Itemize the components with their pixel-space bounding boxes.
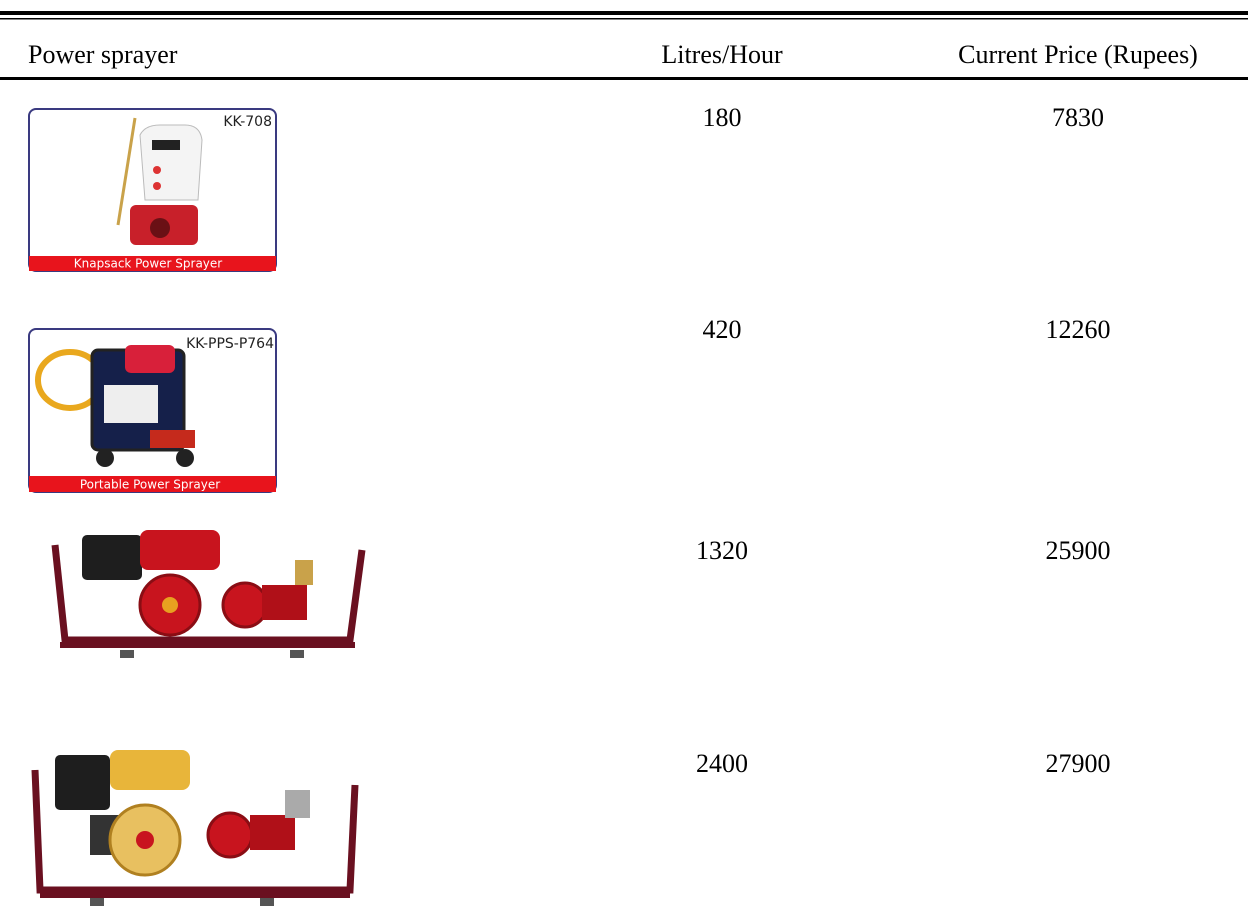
litres-cell: 2400: [696, 749, 748, 778]
product-image: KK-PPS-P764 Portable Power Sprayer: [28, 328, 277, 493]
price-cell: 27900: [1046, 749, 1111, 778]
price-cell: 12260: [1046, 315, 1111, 344]
header-cell: Current Price (Rupees): [958, 40, 1198, 69]
header-rule: [0, 77, 1248, 80]
litres-cell: 420: [703, 315, 742, 344]
price-cell: 7830: [1052, 103, 1104, 132]
image-caption: Portable Power Sprayer: [80, 478, 220, 492]
litres-cell: 1320: [696, 536, 748, 565]
top-rule: [0, 11, 1248, 15]
price-cell: 25900: [1046, 536, 1111, 565]
product-image: [51, 530, 366, 658]
header-cell: Litres/Hour: [661, 40, 783, 69]
header-cell: Power sprayer: [28, 40, 178, 69]
top-rule-thin: [0, 18, 1248, 20]
image-model: KK-708: [223, 114, 272, 130]
image-model: KK-PPS-P764: [186, 336, 274, 352]
litres-cell: 180: [703, 103, 742, 132]
product-image: KK-708 Knapsack Power Sprayer: [28, 108, 277, 272]
product-image: [31, 750, 359, 906]
image-caption: Knapsack Power Sprayer: [74, 257, 223, 271]
